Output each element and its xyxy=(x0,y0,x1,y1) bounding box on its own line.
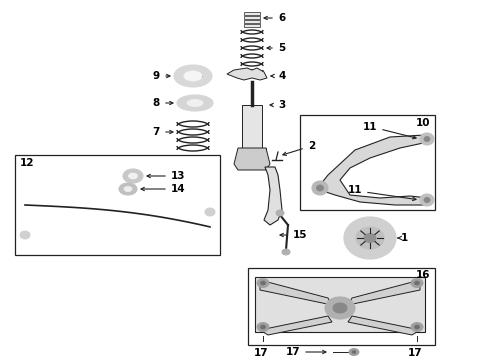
Bar xyxy=(248,268,435,345)
Text: 2: 2 xyxy=(308,141,315,151)
Ellipse shape xyxy=(128,173,138,179)
Text: 1: 1 xyxy=(401,233,408,243)
Ellipse shape xyxy=(317,185,323,191)
Ellipse shape xyxy=(325,297,355,319)
Ellipse shape xyxy=(184,71,202,81)
Polygon shape xyxy=(260,280,332,305)
Ellipse shape xyxy=(349,348,359,356)
Ellipse shape xyxy=(356,227,384,249)
Text: 17: 17 xyxy=(254,348,269,358)
Bar xyxy=(15,155,220,255)
Ellipse shape xyxy=(124,186,132,192)
Text: 10: 10 xyxy=(416,118,430,128)
Polygon shape xyxy=(227,68,267,80)
Bar xyxy=(244,24,260,27)
Polygon shape xyxy=(348,280,420,305)
Polygon shape xyxy=(264,167,282,225)
Text: 4: 4 xyxy=(278,71,285,81)
Text: 17: 17 xyxy=(408,348,422,358)
Text: 3: 3 xyxy=(278,100,285,110)
Ellipse shape xyxy=(119,183,137,195)
Ellipse shape xyxy=(187,99,203,107)
Bar xyxy=(244,20,260,23)
Ellipse shape xyxy=(424,136,430,141)
Ellipse shape xyxy=(364,234,376,243)
Bar xyxy=(255,277,425,332)
Bar xyxy=(244,16,260,19)
Ellipse shape xyxy=(312,181,328,195)
Text: 6: 6 xyxy=(278,13,285,23)
Ellipse shape xyxy=(420,194,434,206)
Bar xyxy=(300,115,435,210)
Ellipse shape xyxy=(424,198,430,202)
Polygon shape xyxy=(348,316,420,335)
Ellipse shape xyxy=(420,133,434,145)
Polygon shape xyxy=(260,316,332,335)
Ellipse shape xyxy=(123,169,143,183)
Ellipse shape xyxy=(344,217,396,259)
Text: 16: 16 xyxy=(416,270,430,280)
Bar xyxy=(238,148,266,166)
Ellipse shape xyxy=(415,281,419,285)
Text: 14: 14 xyxy=(171,184,186,194)
Ellipse shape xyxy=(205,208,215,216)
Ellipse shape xyxy=(411,279,423,288)
Text: 9: 9 xyxy=(153,71,160,81)
Ellipse shape xyxy=(352,351,356,354)
Ellipse shape xyxy=(415,325,419,329)
Polygon shape xyxy=(234,148,270,170)
Text: 12: 12 xyxy=(20,158,34,168)
Ellipse shape xyxy=(411,323,423,332)
Ellipse shape xyxy=(257,323,269,332)
Text: 5: 5 xyxy=(278,43,285,53)
Ellipse shape xyxy=(177,95,213,111)
Text: 15: 15 xyxy=(293,230,308,240)
Text: 13: 13 xyxy=(171,171,186,181)
Text: 11: 11 xyxy=(363,122,377,132)
Bar xyxy=(242,105,262,150)
Ellipse shape xyxy=(282,249,290,255)
Bar xyxy=(244,12,260,15)
Ellipse shape xyxy=(257,279,269,288)
Ellipse shape xyxy=(261,325,266,329)
Ellipse shape xyxy=(261,281,266,285)
Ellipse shape xyxy=(333,303,347,313)
Text: 8: 8 xyxy=(153,98,160,108)
Ellipse shape xyxy=(20,231,30,239)
Ellipse shape xyxy=(174,65,212,87)
Text: 17: 17 xyxy=(285,347,300,357)
Polygon shape xyxy=(320,135,428,205)
Text: 7: 7 xyxy=(152,127,160,137)
Ellipse shape xyxy=(276,210,284,216)
Text: 11: 11 xyxy=(347,185,362,195)
